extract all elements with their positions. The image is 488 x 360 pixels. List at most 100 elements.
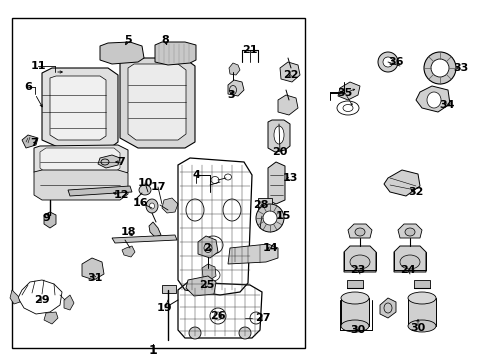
Polygon shape (64, 295, 74, 310)
Polygon shape (379, 298, 395, 318)
Polygon shape (343, 246, 375, 272)
Text: 13: 13 (282, 173, 297, 183)
Ellipse shape (223, 199, 241, 221)
Text: 1: 1 (148, 343, 157, 356)
Text: 21: 21 (242, 45, 257, 55)
Ellipse shape (139, 185, 151, 195)
Text: 31: 31 (87, 273, 102, 283)
Text: 8: 8 (161, 35, 168, 45)
Ellipse shape (149, 203, 154, 209)
Circle shape (423, 52, 455, 84)
Ellipse shape (349, 255, 369, 269)
Polygon shape (82, 258, 104, 280)
Text: 36: 36 (387, 57, 403, 67)
Polygon shape (346, 280, 362, 288)
Ellipse shape (146, 199, 158, 213)
Circle shape (263, 211, 276, 225)
Polygon shape (278, 95, 297, 115)
Polygon shape (397, 224, 421, 238)
Polygon shape (227, 244, 278, 264)
Text: 32: 32 (407, 187, 423, 197)
Circle shape (430, 59, 448, 77)
Ellipse shape (185, 199, 203, 221)
Polygon shape (34, 170, 128, 200)
Bar (162, 285, 176, 293)
Circle shape (189, 327, 201, 339)
Polygon shape (34, 145, 128, 178)
Text: 30: 30 (409, 323, 425, 333)
Text: 34: 34 (438, 100, 454, 110)
Text: 4: 4 (192, 170, 200, 180)
Ellipse shape (404, 228, 414, 236)
Text: 27: 27 (255, 313, 270, 323)
Circle shape (239, 327, 250, 339)
Ellipse shape (407, 292, 435, 304)
Polygon shape (347, 224, 371, 238)
Polygon shape (198, 236, 218, 258)
Polygon shape (42, 68, 118, 148)
Polygon shape (280, 62, 299, 82)
Text: 25: 25 (199, 280, 214, 290)
Text: 3: 3 (227, 90, 234, 100)
Circle shape (382, 57, 392, 67)
Circle shape (256, 204, 284, 232)
Polygon shape (122, 246, 135, 257)
Text: 12: 12 (113, 190, 128, 200)
Polygon shape (10, 290, 20, 304)
Polygon shape (22, 135, 38, 148)
Polygon shape (50, 76, 106, 140)
Text: 6: 6 (24, 82, 32, 92)
Text: 2: 2 (203, 243, 210, 253)
Polygon shape (44, 312, 58, 324)
Text: 15: 15 (275, 211, 290, 221)
Polygon shape (68, 186, 132, 196)
Text: 28: 28 (253, 200, 268, 210)
Text: 17: 17 (150, 182, 165, 192)
Ellipse shape (205, 269, 220, 281)
Polygon shape (228, 63, 240, 75)
Polygon shape (98, 155, 120, 168)
Polygon shape (100, 42, 143, 64)
Text: 19: 19 (157, 303, 172, 313)
Polygon shape (415, 86, 449, 112)
Ellipse shape (399, 255, 419, 269)
Bar (12, 18, 305, 348)
Polygon shape (120, 58, 195, 148)
Text: 23: 23 (349, 265, 365, 275)
Polygon shape (393, 246, 425, 272)
Text: 22: 22 (283, 70, 298, 80)
Text: 33: 33 (452, 63, 468, 73)
Text: 24: 24 (399, 265, 415, 275)
Text: 10: 10 (137, 178, 152, 188)
Polygon shape (413, 280, 429, 288)
Ellipse shape (273, 126, 284, 144)
Polygon shape (227, 80, 244, 96)
Ellipse shape (407, 320, 435, 332)
Text: 26: 26 (210, 311, 225, 321)
Text: 29: 29 (34, 295, 50, 305)
Circle shape (377, 52, 397, 72)
Text: 35: 35 (337, 88, 352, 98)
Polygon shape (202, 264, 216, 280)
Polygon shape (383, 170, 419, 196)
Polygon shape (407, 298, 435, 326)
Ellipse shape (203, 236, 223, 254)
Text: 14: 14 (262, 243, 277, 253)
Text: 7: 7 (117, 157, 124, 167)
Text: 7: 7 (30, 138, 38, 148)
Polygon shape (337, 82, 359, 100)
Text: 9: 9 (42, 213, 50, 223)
Polygon shape (267, 120, 289, 152)
Polygon shape (112, 235, 177, 243)
Polygon shape (149, 222, 161, 237)
Polygon shape (128, 64, 185, 140)
Polygon shape (44, 212, 56, 228)
Polygon shape (185, 276, 216, 296)
Ellipse shape (340, 320, 368, 332)
Ellipse shape (340, 292, 368, 304)
Polygon shape (340, 298, 368, 326)
Text: 16: 16 (133, 198, 148, 208)
Text: 18: 18 (120, 227, 136, 237)
Polygon shape (162, 198, 178, 213)
Bar (258, 198, 271, 216)
